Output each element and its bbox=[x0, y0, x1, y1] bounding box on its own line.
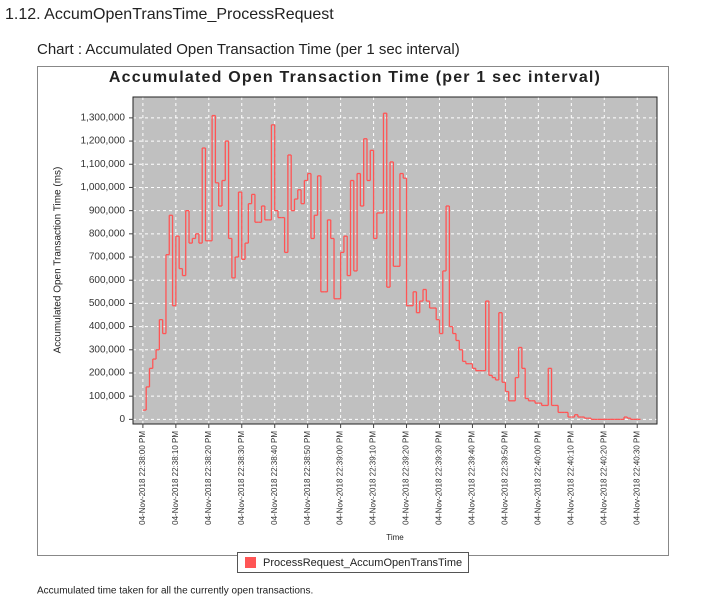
x-tick-label: 04-Nov-2018 22:38:20 PM bbox=[204, 431, 213, 525]
chart-title: Accumulated Open Transaction Time (per 1… bbox=[109, 69, 601, 86]
x-tick-label: 04-Nov-2018 22:39:10 PM bbox=[369, 431, 378, 525]
plot-area bbox=[133, 97, 657, 424]
y-axis-label: Accumulated Open Transaction Time (ms) bbox=[53, 167, 64, 354]
y-tick-label: 200,000 bbox=[89, 368, 126, 379]
x-tick-label: 04-Nov-2018 22:39:30 PM bbox=[435, 431, 444, 525]
x-tick-label: 04-Nov-2018 22:38:00 PM bbox=[138, 431, 147, 525]
x-tick-label: 04-Nov-2018 22:39:20 PM bbox=[402, 431, 411, 525]
x-tick-label: 04-Nov-2018 22:40:10 PM bbox=[566, 431, 575, 525]
x-axis-label: Time bbox=[386, 533, 404, 542]
y-tick-label: 1,000,000 bbox=[81, 182, 126, 193]
x-tick-label: 04-Nov-2018 22:38:30 PM bbox=[237, 431, 246, 525]
y-tick-label: 600,000 bbox=[89, 275, 126, 286]
x-tick-label: 04-Nov-2018 22:38:50 PM bbox=[303, 431, 312, 525]
x-tick-label: 04-Nov-2018 22:39:50 PM bbox=[501, 431, 510, 525]
x-tick-label: 04-Nov-2018 22:39:40 PM bbox=[468, 431, 477, 525]
y-tick-label: 800,000 bbox=[89, 228, 126, 239]
x-tick-label: 04-Nov-2018 22:38:10 PM bbox=[171, 431, 180, 525]
y-tick-label: 300,000 bbox=[89, 344, 126, 355]
y-tick-label: 0 bbox=[119, 414, 125, 425]
y-tick-label: 700,000 bbox=[89, 252, 126, 263]
y-tick-label: 500,000 bbox=[89, 298, 126, 309]
y-tick-label: 900,000 bbox=[89, 205, 126, 216]
chart-heading: Chart : Accumulated Open Transaction Tim… bbox=[37, 41, 460, 58]
axes: 0 100,000 200,000 300,000 400,000 500,000 600,… bbox=[81, 113, 642, 525]
x-tick-label: 04-Nov-2018 22:38:40 PM bbox=[270, 431, 279, 525]
legend-box bbox=[237, 552, 469, 573]
y-tick-label: 1,300,000 bbox=[81, 113, 126, 124]
x-tick-label: 04-Nov-2018 22:39:00 PM bbox=[336, 431, 345, 525]
plot-border bbox=[132, 96, 658, 425]
caption: Accumulated time taken for all the curre… bbox=[37, 586, 313, 597]
x-tick-label: 04-Nov-2018 22:40:20 PM bbox=[599, 431, 608, 525]
x-tick-label: 04-Nov-2018 22:40:30 PM bbox=[632, 431, 641, 525]
y-tick-label: 1,200,000 bbox=[81, 136, 126, 147]
y-tick-label: 100,000 bbox=[89, 391, 126, 402]
y-tick-label: 1,100,000 bbox=[81, 159, 126, 170]
legend-label: ProcessRequest_AccumOpenTransTime bbox=[263, 557, 462, 569]
section-title: 1.12. AccumOpenTransTime_ProcessRequest bbox=[5, 6, 334, 23]
y-tick-label: 400,000 bbox=[89, 321, 126, 332]
series bbox=[142, 112, 641, 421]
legend-swatch bbox=[245, 557, 256, 568]
x-tick-label: 04-Nov-2018 22:40:00 PM bbox=[533, 431, 542, 525]
